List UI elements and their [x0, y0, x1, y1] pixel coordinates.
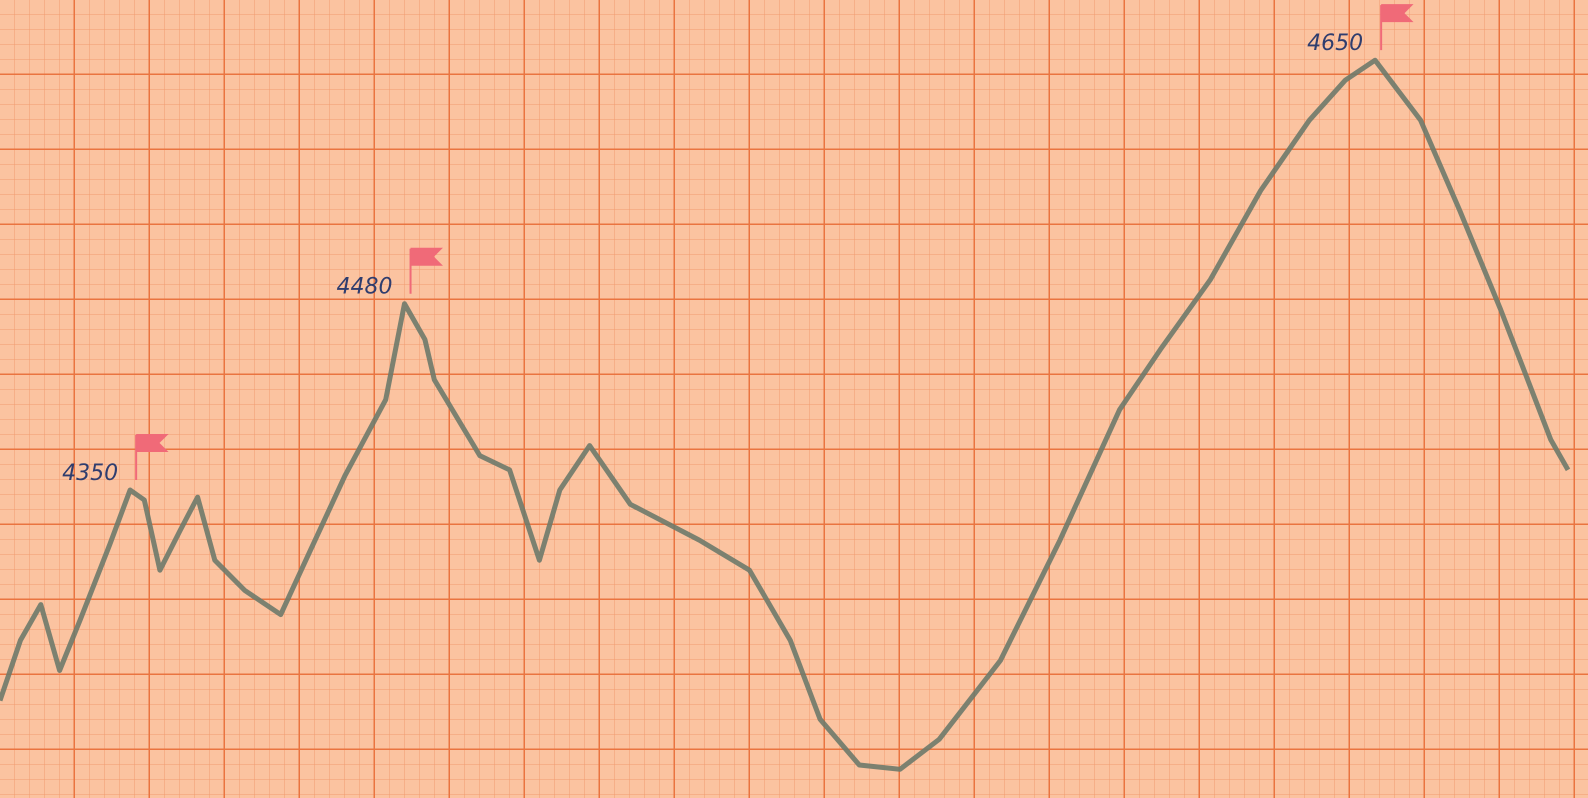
summit-label: 4650: [1307, 31, 1363, 56]
chart: 4350 4480 4650: [0, 0, 1588, 798]
major-grid: [0, 0, 1588, 798]
summit-label: 4480: [337, 275, 393, 300]
page: 435044804650 (() => { const data = JSON.…: [0, 0, 1588, 798]
summit-label: 4350: [62, 461, 118, 486]
